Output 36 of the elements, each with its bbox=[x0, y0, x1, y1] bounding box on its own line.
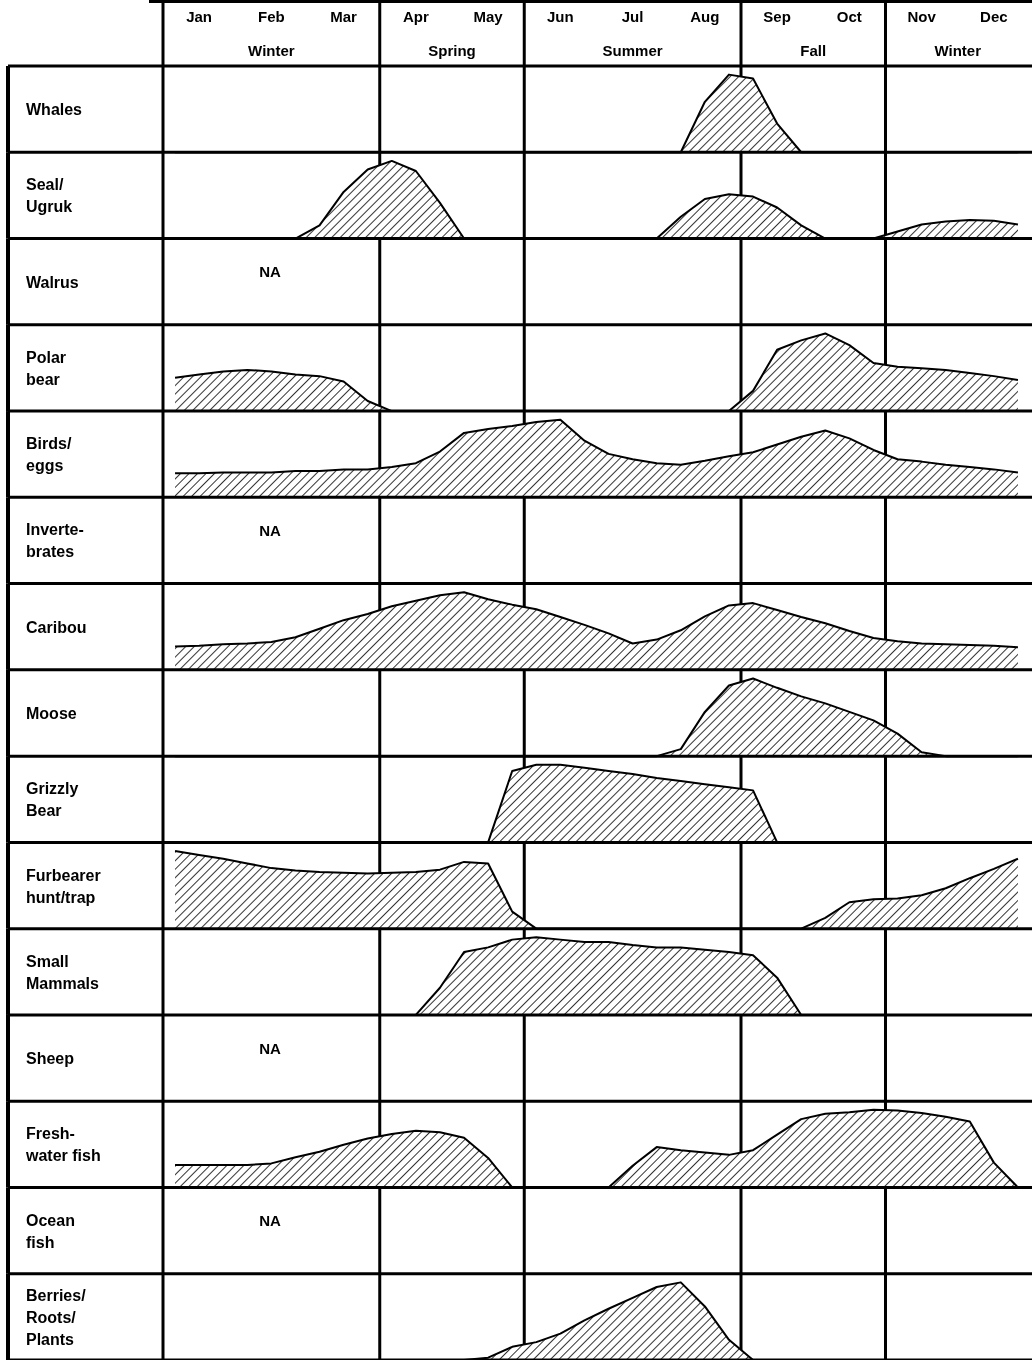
text: Inverte- brates bbox=[26, 521, 84, 561]
x-tick-label: Jan bbox=[186, 8, 213, 25]
x-tick-label: Apr bbox=[402, 8, 429, 25]
x-tick-label: Jun bbox=[547, 8, 574, 25]
text: NA bbox=[259, 1212, 281, 1230]
text: Ocean fish bbox=[26, 1211, 75, 1251]
text: Winter bbox=[934, 42, 982, 59]
y-axis-title: Furbearer hunt/trap bbox=[26, 866, 101, 906]
x-tick-label: Jul bbox=[621, 8, 644, 25]
x-tick-label: Sep bbox=[763, 8, 791, 25]
y-axis-title: Small Mammals bbox=[26, 952, 100, 992]
text: Summer bbox=[602, 42, 663, 59]
x-tick-label: Oct bbox=[836, 8, 862, 25]
text: Walrus bbox=[26, 273, 79, 291]
y-axis-title: Polar bear bbox=[26, 348, 67, 388]
x-tick-label: Nov bbox=[907, 8, 937, 25]
y-axis-title: Whales bbox=[26, 101, 83, 119]
y-axis-title: Grizzly Bear bbox=[26, 780, 79, 820]
y-axis-title: Caribou bbox=[26, 618, 87, 636]
y-axis-title: Seal/ Ugruk bbox=[26, 176, 73, 216]
text: Sheep bbox=[26, 1050, 75, 1068]
text: NA bbox=[259, 1039, 281, 1057]
text: Spring bbox=[428, 42, 476, 59]
x-tick-label: Feb bbox=[258, 8, 285, 25]
x-tick-label: Dec bbox=[980, 8, 1008, 25]
x-tick-label: May bbox=[473, 8, 504, 25]
y-axis-title: Moose bbox=[26, 705, 77, 722]
y-axis-title: Berries/ Roots/ Plants bbox=[26, 1286, 87, 1348]
text: NA bbox=[259, 522, 281, 540]
x-tick-label: Aug bbox=[690, 8, 720, 25]
text: NA bbox=[259, 263, 281, 281]
text: Fall bbox=[800, 42, 827, 59]
y-axis-title: Fresh- water fish bbox=[25, 1125, 101, 1165]
x-tick-label: Mar bbox=[330, 8, 358, 25]
text: Winter bbox=[248, 42, 295, 59]
y-axis-title: Birds/ eggs bbox=[26, 435, 72, 475]
